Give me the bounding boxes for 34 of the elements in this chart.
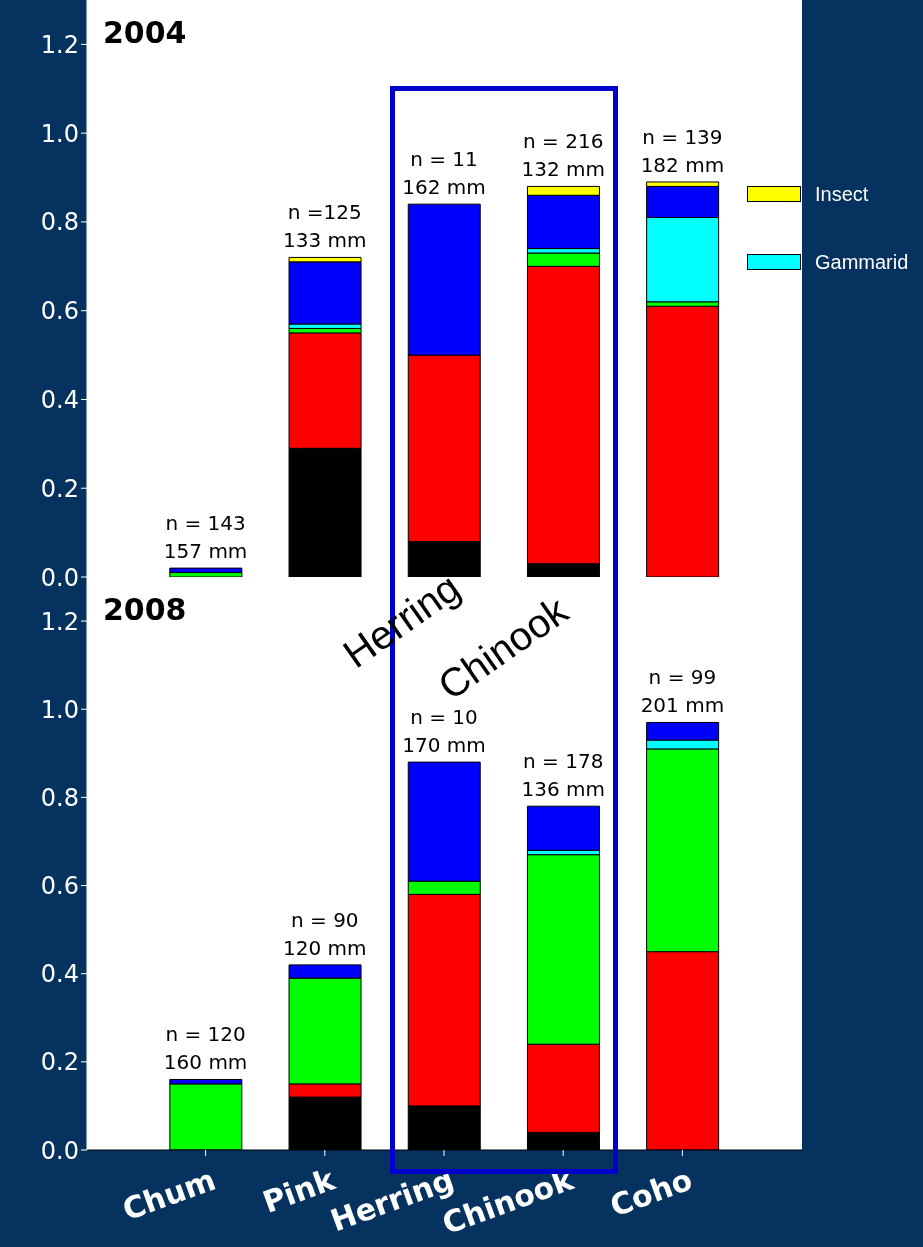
bar [288, 261, 362, 325]
annotation: n = 99 201 mm [640, 665, 725, 718]
bar [169, 567, 243, 574]
y-tick-label: 1.2 [40, 607, 79, 636]
legend-label: Insect [815, 182, 869, 206]
annotation: n = 11 162 mm [402, 147, 486, 200]
text: 2004 [103, 15, 187, 50]
x-tick-label: Chum [117, 1161, 220, 1228]
x-tick-label: Coho [605, 1161, 697, 1224]
annotation: n = 216 132 mm [521, 129, 605, 182]
y-tick-label: 0.8 [40, 783, 79, 812]
y-tick-label: 1.0 [40, 695, 79, 724]
annotation: n =125 133 mm [283, 200, 367, 253]
annotation: n = 120 160 mm [163, 1022, 248, 1075]
annotation: n = 143 157 mm [163, 511, 248, 564]
y-tick-label: 0.0 [40, 563, 79, 592]
bar [646, 305, 720, 577]
legend-label: Gammarid [815, 250, 909, 274]
annotation: n = 178 136 mm [521, 749, 605, 802]
annotation: n = 90 120 mm [283, 907, 367, 960]
y-tick-label: 0.2 [40, 474, 79, 503]
y-tick-label: 0.6 [40, 872, 79, 901]
annotation: n = 139 182 mm [640, 124, 725, 177]
y-tick-label: 0.4 [40, 960, 79, 989]
y-tick-label: 0.8 [40, 208, 79, 237]
y-tick-label: 1.0 [40, 119, 79, 148]
bar [526, 805, 600, 851]
y-tick-label: 0.0 [40, 1136, 79, 1165]
y-tick-label: 0.2 [40, 1048, 79, 1077]
annotation: n = 10 170 mm [402, 705, 486, 758]
y-tick-label: 0.4 [40, 385, 79, 414]
text: 2008 [103, 592, 187, 627]
y-tick-label: 1.2 [40, 30, 79, 59]
y-tick-label: 0.6 [40, 297, 79, 326]
